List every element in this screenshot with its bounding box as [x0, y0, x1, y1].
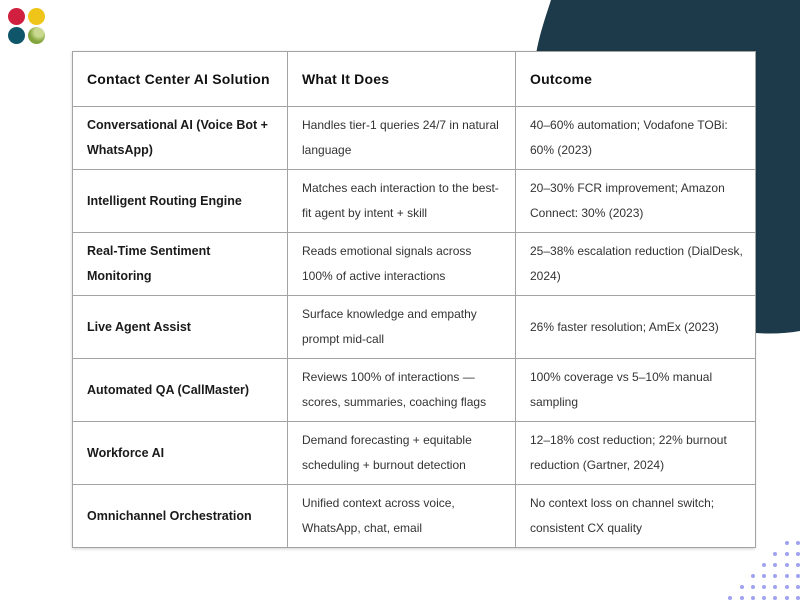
table-header-row: Contact Center AI Solution What It Does …	[72, 51, 756, 107]
grid-dot	[784, 541, 789, 545]
grid-dot	[739, 585, 744, 589]
logo-green-dot-icon	[28, 27, 45, 44]
cell-outcome: 25–38% escalation reduction (DialDesk, 2…	[515, 232, 756, 296]
grid-dot	[796, 596, 800, 600]
table-row: Intelligent Routing Engine Matches each i…	[72, 169, 756, 233]
grid-dot	[762, 574, 767, 578]
cell-outcome: No context loss on channel switch; consi…	[515, 484, 756, 548]
cell-solution: Automated QA (CallMaster)	[72, 358, 288, 422]
grid-dot	[773, 574, 778, 578]
grid-dot	[750, 574, 755, 578]
grid-dot	[762, 596, 767, 600]
grid-dot	[796, 541, 800, 545]
grid-dot	[750, 585, 755, 589]
table-body: Conversational AI (Voice Bot + WhatsApp)…	[72, 106, 756, 548]
cell-solution: Conversational AI (Voice Bot + WhatsApp)	[72, 106, 288, 170]
grid-dot	[784, 563, 789, 567]
logo-yellow-dot-icon	[28, 8, 45, 25]
grid-dot	[796, 563, 800, 567]
header-solution: Contact Center AI Solution	[72, 51, 288, 107]
cell-solution: Real-Time Sentiment Monitoring	[72, 232, 288, 296]
cell-what-it-does: Surface knowledge and empathy prompt mid…	[287, 295, 516, 359]
grid-dot	[784, 574, 789, 578]
table-row: Automated QA (CallMaster) Reviews 100% of…	[72, 358, 756, 422]
cell-outcome: 12–18% cost reduction; 22% burnout reduc…	[515, 421, 756, 485]
grid-dot	[796, 585, 800, 589]
ai-solutions-table: Contact Center AI Solution What It Does …	[72, 51, 756, 548]
grid-dot	[773, 585, 778, 589]
cell-what-it-does: Reads emotional signals across 100% of a…	[287, 232, 516, 296]
logo-teal-dot-icon	[8, 27, 25, 44]
cell-what-it-does: Reviews 100% of interactions — scores, s…	[287, 358, 516, 422]
cell-solution: Workforce AI	[72, 421, 288, 485]
grid-dot	[762, 585, 767, 589]
table-row: Live Agent Assist Surface knowledge and e…	[72, 295, 756, 359]
cell-outcome: 100% coverage vs 5–10% manual sampling	[515, 358, 756, 422]
cell-outcome: 26% faster resolution; AmEx (2023)	[515, 295, 756, 359]
cell-outcome: 20–30% FCR improvement; Amazon Connect: …	[515, 169, 756, 233]
grid-dot	[728, 596, 733, 600]
grid-dot	[762, 563, 767, 567]
grid-dot	[773, 552, 778, 556]
cell-what-it-does: Unified context across voice, WhatsApp, …	[287, 484, 516, 548]
table-row: Omnichannel Orchestration Unified context…	[72, 484, 756, 548]
cell-outcome: 40–60% automation; Vodafone TOBi: 60% (2…	[515, 106, 756, 170]
ai-solutions-table-container: Contact Center AI Solution What It Does …	[72, 51, 756, 548]
table-row: Real-Time Sentiment Monitoring Reads emot…	[72, 232, 756, 296]
brand-logo	[0, 0, 60, 60]
cell-solution: Live Agent Assist	[72, 295, 288, 359]
grid-dot	[784, 596, 789, 600]
grid-dot	[773, 563, 778, 567]
cell-solution: Omnichannel Orchestration	[72, 484, 288, 548]
grid-dot	[773, 596, 778, 600]
header-outcome: Outcome	[515, 51, 756, 107]
logo-red-dot-icon	[8, 8, 25, 25]
cell-what-it-does: Handles tier-1 queries 24/7 in natural l…	[287, 106, 516, 170]
table-row: Conversational AI (Voice Bot + WhatsApp)…	[72, 106, 756, 170]
header-what-it-does: What It Does	[287, 51, 516, 107]
grid-dot	[796, 552, 800, 556]
table-row: Workforce AI Demand forecasting + equitab…	[72, 421, 756, 485]
dot-grid-decoration	[697, 541, 800, 600]
grid-dot	[739, 596, 744, 600]
grid-dot	[796, 574, 800, 578]
grid-dot	[750, 596, 755, 600]
cell-solution: Intelligent Routing Engine	[72, 169, 288, 233]
cell-what-it-does: Matches each interaction to the best-fit…	[287, 169, 516, 233]
cell-what-it-does: Demand forecasting + equitable schedulin…	[287, 421, 516, 485]
grid-dot	[784, 585, 789, 589]
grid-dot	[784, 552, 789, 556]
